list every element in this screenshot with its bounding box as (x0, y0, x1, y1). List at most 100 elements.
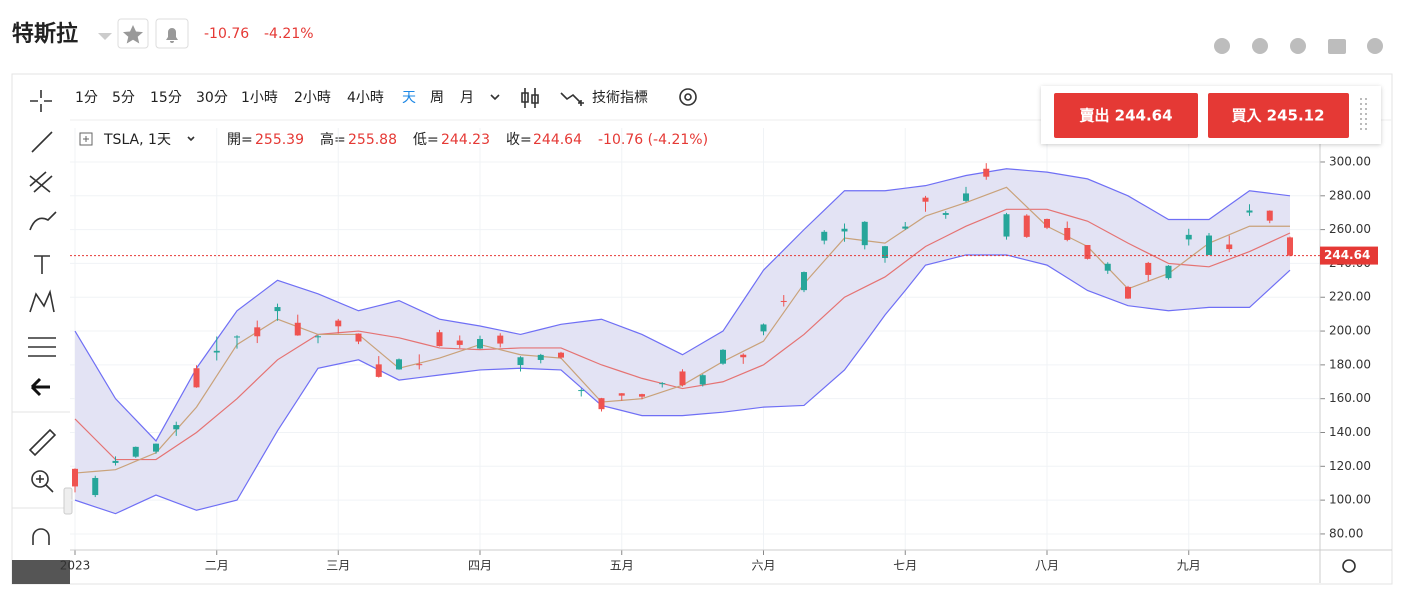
candle-body (375, 364, 382, 377)
candle-body (335, 320, 342, 327)
collapse-handle[interactable] (63, 487, 73, 515)
candle-body (882, 246, 888, 259)
candle-body (1145, 262, 1152, 275)
candle-body (294, 322, 301, 336)
candle-body (355, 333, 362, 342)
fib-tool[interactable] (29, 171, 53, 193)
measure-tool[interactable] (28, 337, 56, 357)
x-tick-label: 九月 (1177, 559, 1201, 573)
interval[interactable]: 月 (460, 90, 474, 106)
candle-body (1064, 227, 1071, 240)
x-tick-label: 八月 (1035, 559, 1059, 573)
interval[interactable]: 周 (430, 90, 444, 106)
candle-body (1104, 263, 1111, 271)
candle-body (922, 197, 929, 202)
candle-body (1246, 210, 1253, 213)
crosshair-tool[interactable] (30, 90, 52, 112)
candle-body (497, 335, 504, 344)
pattern-tool[interactable] (29, 289, 55, 313)
candle-body (274, 307, 281, 312)
candle-body (1165, 265, 1172, 279)
last-price-box (1320, 246, 1378, 265)
candle-body (213, 350, 220, 353)
candle-body (1084, 244, 1091, 259)
lock-tool[interactable] (12, 560, 70, 584)
candle-body (254, 327, 261, 337)
candle-body (537, 354, 544, 360)
candle-body (821, 231, 828, 241)
y-tick-label: 200.00 (1329, 324, 1371, 338)
ruler-tool[interactable] (28, 428, 57, 457)
settings-button[interactable] (679, 88, 697, 106)
change-value: -10.76 (-4.21%) (598, 132, 708, 148)
candle-body (720, 349, 726, 364)
candle-body (416, 364, 423, 366)
top-icons (1214, 38, 1383, 54)
candle-body (1023, 215, 1030, 237)
indicators-button[interactable]: 技術指標 (592, 90, 648, 106)
candle-body (740, 354, 747, 358)
drag-handle[interactable] (1360, 98, 1367, 132)
y-tick-label: 160.00 (1329, 391, 1371, 405)
interval[interactable]: 4小時 (347, 90, 384, 106)
candle-body (902, 226, 909, 229)
axis-settings[interactable] (1342, 559, 1356, 573)
compass-icon[interactable] (1252, 38, 1268, 54)
interval[interactable]: 2小時 (294, 90, 331, 106)
zoom-tool[interactable] (31, 470, 49, 488)
y-tick-label: 220.00 (1329, 290, 1371, 304)
y-tick-label: 280.00 (1329, 188, 1371, 202)
candle-body (983, 168, 990, 177)
candle-body (801, 272, 807, 291)
trade-panel: 賣出 244.64 買入 245.12 (1041, 86, 1381, 144)
interval-active[interactable]: 天 (402, 90, 416, 106)
buy-button[interactable] (1208, 93, 1349, 138)
plot: 80.00 100.00 120.00 140.00 160.00 180.00 200.0… (60, 128, 1392, 583)
line-tool[interactable] (31, 131, 53, 153)
calendar-icon[interactable] (1328, 39, 1346, 54)
candle-body (679, 371, 686, 386)
candle-body (477, 339, 483, 349)
candle-body (436, 332, 443, 347)
zoom-tool-detail (36, 475, 54, 493)
interval[interactable]: 1小時 (241, 90, 278, 106)
candle-body (173, 425, 180, 430)
interval[interactable]: 30分 (196, 90, 228, 106)
interval[interactable]: 5分 (112, 90, 135, 106)
legend-toggle[interactable] (79, 132, 93, 146)
candle-body (841, 228, 848, 232)
symbol-label[interactable]: TSLA, 1天 (103, 132, 171, 148)
brush-tool[interactable] (29, 211, 57, 231)
candle-body (1125, 286, 1131, 299)
symbol-dropdown[interactable] (187, 136, 195, 142)
ohlc-legend: TSLA, 1天 開= 255.39 高= 255.88 低= 244.23 收… (79, 131, 708, 148)
dropdown-arrow[interactable] (98, 33, 112, 40)
chart-icon[interactable] (1214, 38, 1230, 54)
sell-button[interactable] (1054, 93, 1198, 138)
legend-toggle-plus (83, 136, 89, 142)
candle-body (1266, 210, 1273, 221)
low-label: 低= (413, 132, 439, 148)
magnet-tool[interactable] (32, 528, 50, 545)
candle-body (558, 352, 564, 358)
interval-dropdown[interactable] (490, 94, 500, 101)
y-tick-label: 80.00 (1329, 526, 1363, 540)
gauge-icon[interactable] (1290, 38, 1306, 54)
open-value: 255.39 (255, 132, 304, 148)
y-tick-label: 100.00 (1329, 493, 1371, 507)
chart-type-button[interactable] (521, 88, 539, 108)
close-value: 244.64 (533, 132, 582, 148)
candle-body (861, 221, 868, 246)
high-label: 高= (320, 131, 346, 148)
candle-body (234, 336, 240, 338)
interval[interactable]: 1分 (75, 90, 98, 106)
candle-body (72, 468, 78, 487)
last-price-label: 244.64 (1324, 248, 1370, 262)
candle-body (1185, 234, 1192, 240)
candle-body (659, 383, 666, 385)
info-icon[interactable] (1367, 38, 1383, 54)
text-tool[interactable] (34, 255, 50, 274)
interval[interactable]: 15分 (150, 90, 182, 106)
candle-body (517, 357, 524, 366)
back-arrow[interactable] (30, 377, 50, 397)
